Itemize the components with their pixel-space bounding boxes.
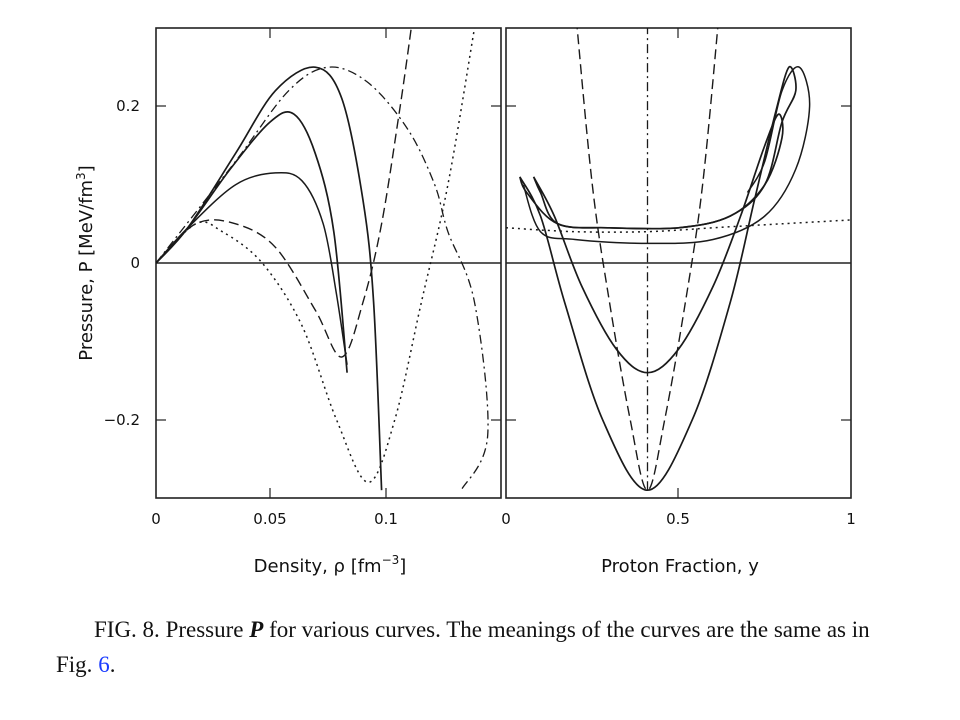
caption-figure-link[interactable]: 6 [98, 652, 110, 677]
right-curve-2 [532, 113, 784, 374]
caption-end: . [109, 652, 116, 677]
caption-text-after: for various curves. The meanings of the … [56, 617, 870, 677]
caption-text-before: Pressure [165, 617, 244, 642]
right-ticks [506, 28, 851, 498]
left-curve-2 [156, 111, 348, 373]
caption-symbol: P [249, 617, 264, 642]
right-curve-1 [518, 65, 797, 492]
left-ytick-2: −0.2 [104, 411, 140, 429]
caption-label: FIG. 8. [94, 617, 160, 642]
right-xtick-1: 0.5 [666, 510, 690, 528]
left-curve-1 [156, 66, 383, 491]
left-ticks [156, 28, 501, 498]
left-ytick-0: 0.2 [116, 97, 140, 115]
left-y-axis-label: Pressure, P [MeV/fm3] [74, 165, 97, 360]
left-curve-6 [156, 66, 489, 491]
right-curve-3 [522, 66, 811, 245]
right-curve-5 [576, 28, 719, 491]
right-curves [506, 28, 851, 492]
right-xtick-0: 0 [501, 510, 511, 528]
left-xtick-1: 0.05 [253, 510, 286, 528]
left-xtick-2: 0.1 [374, 510, 398, 528]
left-curve-5 [156, 28, 412, 358]
figure-caption: FIG. 8. Pressure P for various curves. T… [56, 612, 876, 682]
right-curve-4 [506, 219, 851, 233]
left-curves [156, 28, 489, 491]
left-x-axis-label: Density, ρ [fm−3] [254, 553, 407, 577]
right-xtick-2: 1 [846, 510, 856, 528]
left-curve-4 [156, 28, 476, 484]
right-x-axis-label: Proton Fraction, y [601, 556, 759, 577]
left-ytick-1: 0 [130, 254, 140, 272]
left-curve-3 [156, 171, 348, 365]
left-xtick-0: 0 [151, 510, 161, 528]
